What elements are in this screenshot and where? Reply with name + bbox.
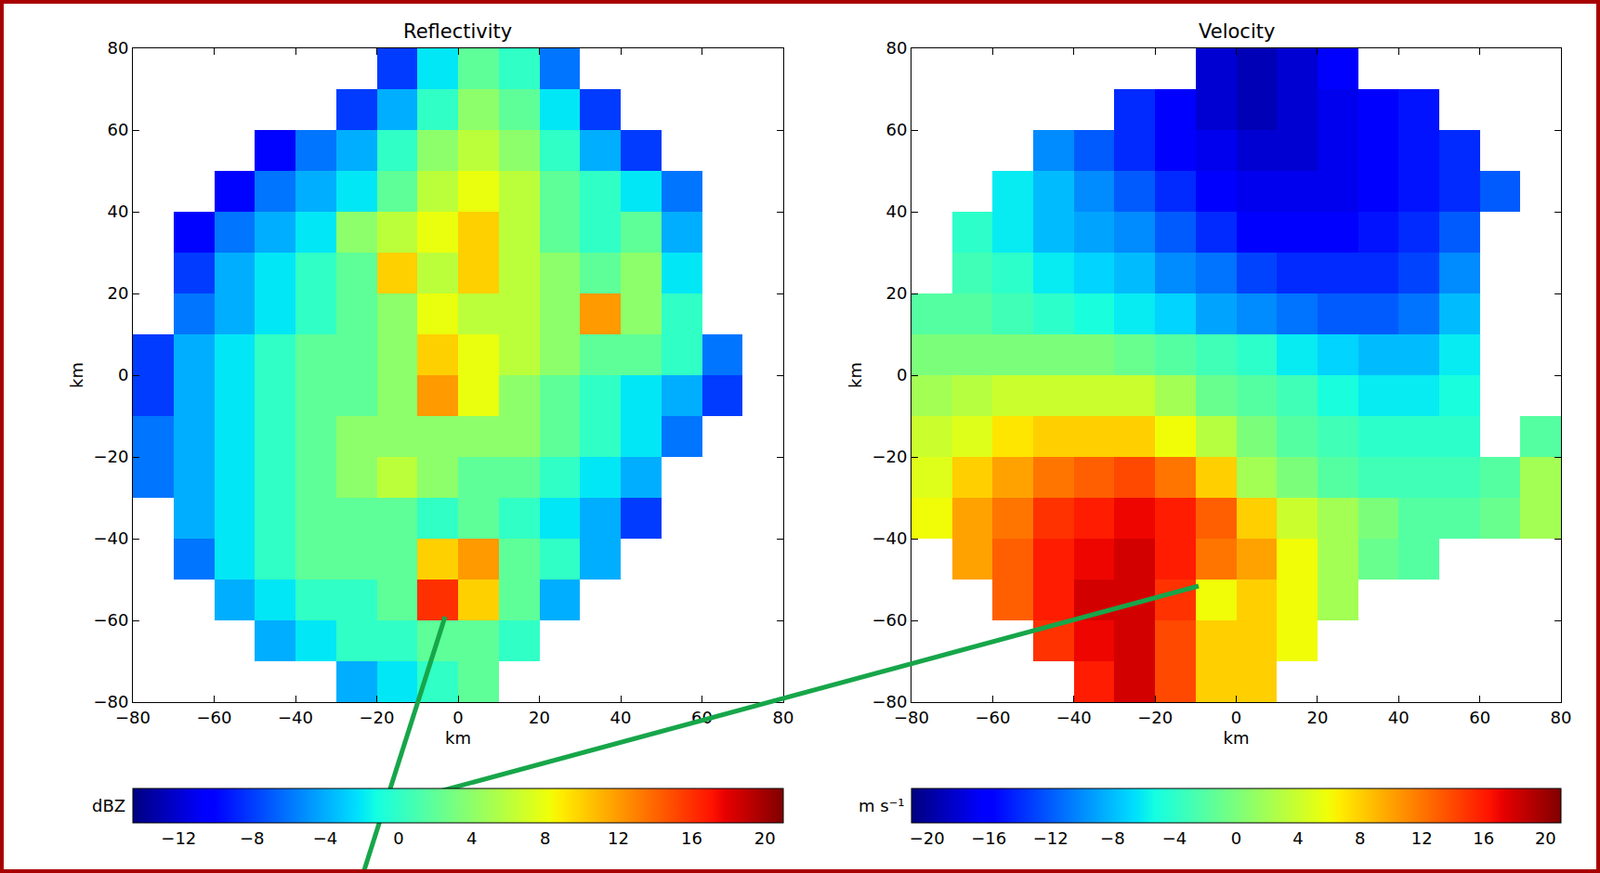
svg-text:4: 4 — [466, 828, 477, 849]
svg-text:40: 40 — [106, 201, 129, 222]
svg-text:−80: −80 — [893, 708, 930, 728]
svg-text:−40: −40 — [92, 528, 129, 549]
svg-text:km: km — [1223, 728, 1250, 748]
svg-text:−4: −4 — [313, 828, 339, 849]
svg-text:−20: −20 — [359, 708, 395, 728]
svg-text:−8: −8 — [239, 828, 265, 849]
svg-text:8: 8 — [1354, 828, 1365, 849]
svg-text:m s⁻¹: m s⁻¹ — [858, 796, 905, 816]
svg-text:Velocity: Velocity — [1198, 20, 1275, 43]
svg-text:dBZ: dBZ — [91, 796, 126, 816]
svg-text:−40: −40 — [871, 528, 907, 549]
svg-text:40: 40 — [610, 708, 632, 728]
svg-text:80: 80 — [773, 708, 795, 728]
svg-text:−80: −80 — [871, 692, 907, 712]
svg-text:0: 0 — [1231, 708, 1242, 728]
svg-text:km: km — [445, 728, 472, 748]
svg-text:20: 20 — [528, 708, 551, 728]
svg-text:0: 0 — [452, 708, 463, 728]
svg-text:20: 20 — [1534, 828, 1557, 849]
svg-text:0: 0 — [118, 365, 129, 385]
svg-text:4: 4 — [1292, 828, 1303, 849]
svg-text:80: 80 — [106, 38, 129, 58]
svg-text:−12: −12 — [160, 828, 197, 849]
svg-text:−40: −40 — [1056, 708, 1092, 728]
svg-text:−12: −12 — [1033, 828, 1069, 849]
svg-text:−80: −80 — [92, 692, 129, 712]
svg-text:80: 80 — [885, 38, 907, 58]
svg-text:0: 0 — [393, 828, 404, 849]
svg-text:Reflectivity: Reflectivity — [403, 20, 512, 43]
svg-text:−20: −20 — [909, 828, 945, 849]
svg-text:16: 16 — [681, 828, 703, 849]
svg-text:20: 20 — [885, 283, 907, 303]
svg-text:−20: −20 — [1137, 708, 1173, 728]
svg-text:−20: −20 — [871, 446, 907, 467]
svg-text:−8: −8 — [1100, 828, 1126, 849]
svg-text:20: 20 — [1306, 708, 1328, 728]
svg-text:60: 60 — [106, 119, 129, 140]
svg-text:0: 0 — [896, 365, 907, 385]
svg-text:80: 80 — [1550, 708, 1573, 728]
svg-text:12: 12 — [607, 828, 630, 849]
svg-text:−80: −80 — [115, 708, 151, 728]
svg-text:20: 20 — [754, 828, 776, 849]
svg-text:40: 40 — [885, 201, 907, 222]
svg-text:−4: −4 — [1162, 828, 1188, 849]
svg-text:−20: −20 — [92, 446, 129, 467]
svg-text:0: 0 — [1231, 828, 1242, 849]
svg-text:40: 40 — [1388, 708, 1410, 728]
svg-text:−60: −60 — [92, 610, 129, 630]
svg-text:km: km — [66, 362, 87, 389]
svg-text:60: 60 — [691, 708, 713, 728]
svg-text:12: 12 — [1411, 828, 1433, 849]
svg-text:−16: −16 — [970, 828, 1007, 849]
svg-text:60: 60 — [1468, 708, 1491, 728]
svg-text:−40: −40 — [277, 708, 314, 728]
svg-text:km: km — [845, 362, 866, 389]
svg-text:8: 8 — [539, 828, 551, 849]
svg-text:−60: −60 — [871, 610, 907, 630]
svg-text:60: 60 — [885, 119, 907, 140]
svg-text:−60: −60 — [974, 708, 1010, 728]
svg-text:20: 20 — [106, 283, 129, 303]
svg-text:16: 16 — [1472, 828, 1495, 849]
svg-text:−60: −60 — [196, 708, 233, 728]
